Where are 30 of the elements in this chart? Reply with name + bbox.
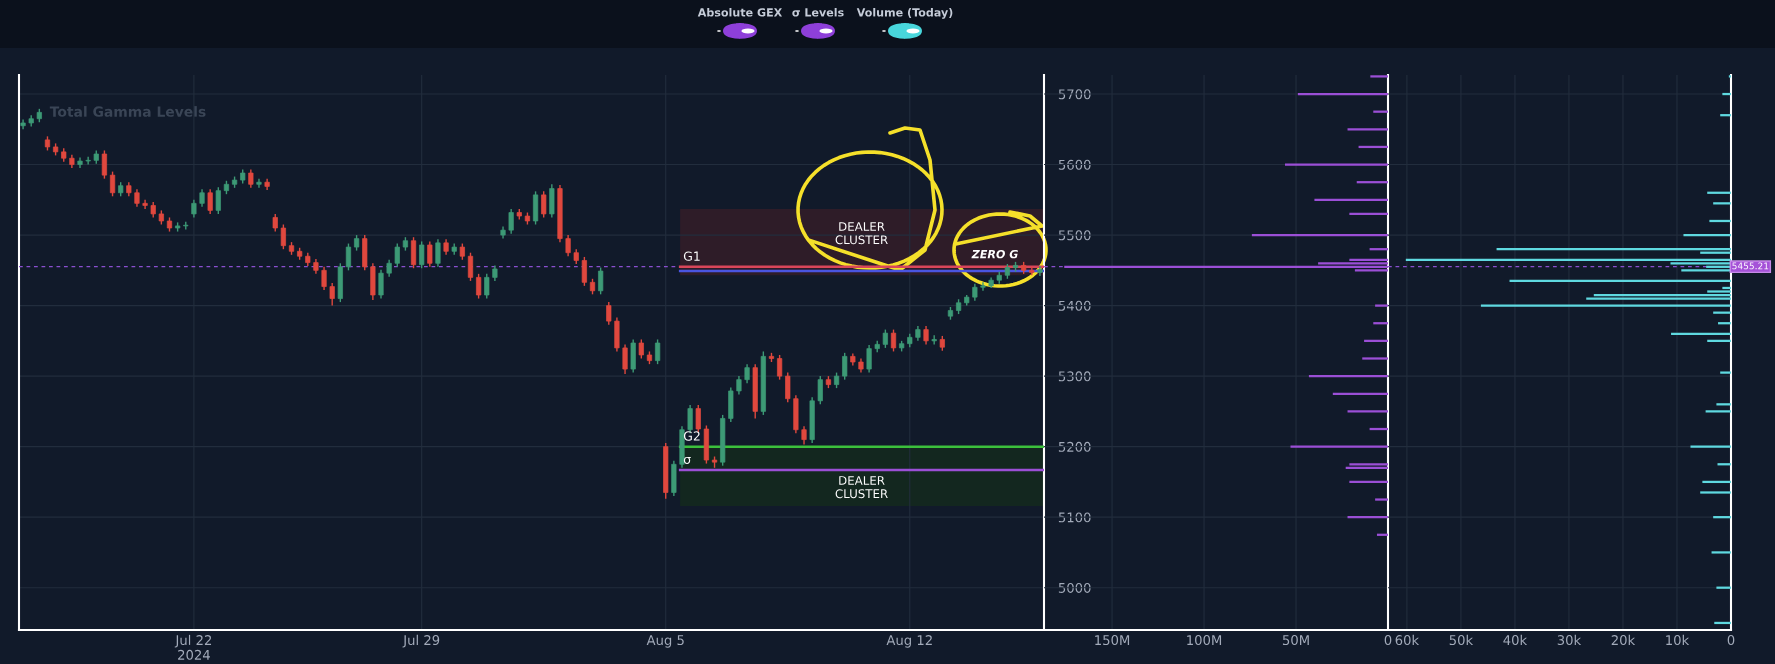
band-label: DEALER CLUSTER	[835, 476, 888, 499]
ref-line-label: ZERO G	[971, 249, 1018, 259]
ref-line-label: G1	[683, 251, 700, 261]
ref-line-label: 5455.21	[1732, 262, 1769, 270]
ref-line-label: G2	[683, 431, 700, 441]
text: Absolute GEX	[697, 8, 783, 17]
x-tick-label: Aug 12	[886, 635, 932, 648]
band-label: DEALER CLUSTER	[835, 222, 888, 245]
text: σ Levels	[792, 8, 844, 17]
x-tick-label: 100M	[1187, 635, 1222, 646]
y-tick-label: 5100	[1058, 512, 1091, 523]
x-tick-label: 40k	[1503, 634, 1528, 646]
x-tick-label: Jul 29	[402, 634, 440, 648]
x-tick-label: 60k	[1395, 634, 1420, 646]
y-tick-label: 5000	[1058, 582, 1091, 593]
x-tick-label: 0	[1384, 635, 1392, 646]
x-tick-label: Jul 22 2024	[174, 634, 212, 660]
x-tick-label: 30k	[1557, 634, 1582, 646]
y-tick-label: 5300	[1058, 371, 1091, 382]
x-tick-label: 0	[1727, 635, 1735, 646]
x-tick-label: 50k	[1449, 634, 1474, 646]
text: Volume (Today)	[856, 8, 953, 19]
x-tick-label: 20k	[1611, 634, 1636, 646]
ref-line-label: σ	[683, 456, 691, 464]
x-tick-label: Aug 5	[646, 635, 684, 648]
x-tick-label: 10k	[1666, 634, 1690, 646]
x-tick-label: 50M	[1282, 635, 1309, 646]
y-tick-label: 5500	[1058, 230, 1091, 241]
x-tick-label: 150M	[1095, 635, 1130, 646]
y-tick-label: 5700	[1058, 89, 1091, 100]
